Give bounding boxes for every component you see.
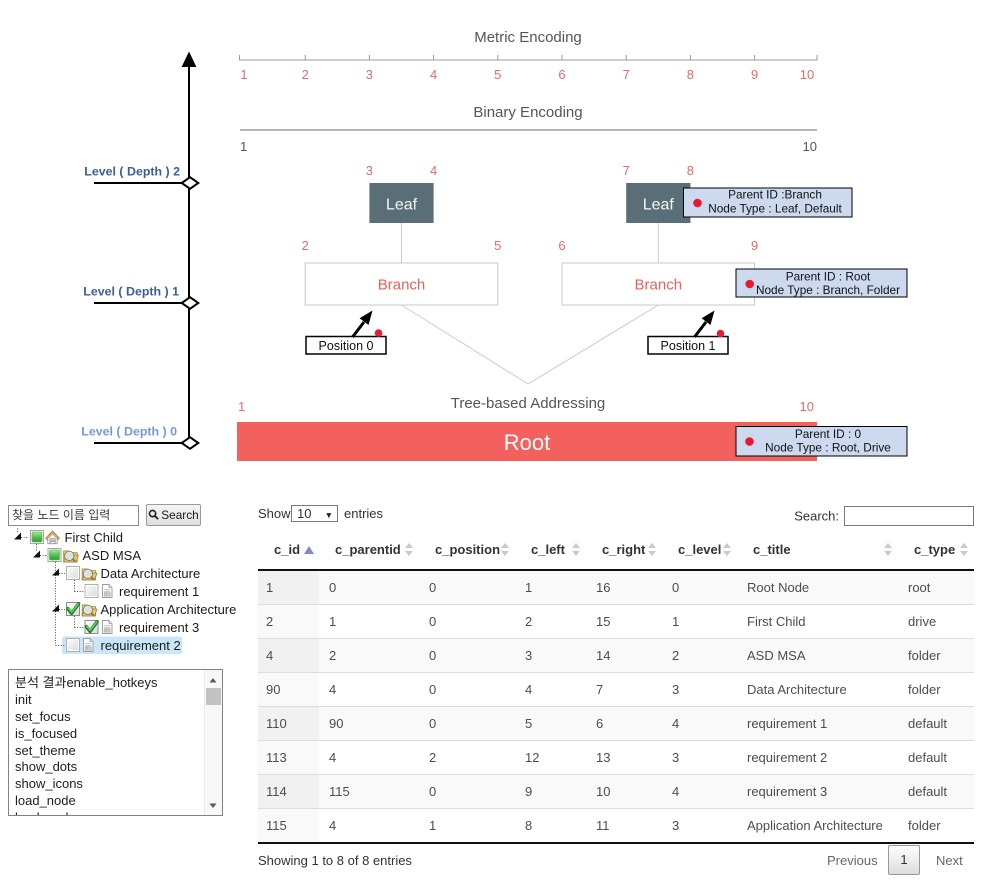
svg-text:7: 7 — [623, 67, 630, 82]
svg-text:Parent ID : 0: Parent ID : 0 — [795, 427, 862, 441]
svg-text:Branch: Branch — [378, 277, 426, 294]
svg-text:Level ( Depth ) 2: Level ( Depth ) 2 — [84, 165, 180, 179]
svg-text:6: 6 — [558, 238, 565, 253]
svg-text:9: 9 — [751, 67, 758, 82]
svg-text:1: 1 — [240, 67, 247, 82]
svg-text:3: 3 — [366, 67, 373, 82]
svg-text:5: 5 — [494, 238, 501, 253]
svg-text:Parent ID :Branch: Parent ID :Branch — [728, 188, 822, 202]
svg-text:6: 6 — [558, 67, 565, 82]
svg-text:requirement 3: requirement 3 — [119, 620, 199, 635]
svg-text:Data Architecture: Data Architecture — [101, 566, 201, 581]
svg-text:7: 7 — [623, 163, 630, 178]
svg-text:Node Type : Root, Drive: Node Type : Root, Drive — [765, 441, 891, 455]
svg-text:Binary Encoding: Binary Encoding — [473, 104, 582, 121]
svg-text:8: 8 — [687, 67, 694, 82]
svg-text:3: 3 — [366, 163, 373, 178]
svg-text:Position 0: Position 0 — [319, 339, 374, 353]
svg-text:Parent ID : Root: Parent ID : Root — [786, 270, 871, 284]
svg-text:Root: Root — [504, 430, 550, 455]
svg-text:Level ( Depth ) 0: Level ( Depth ) 0 — [81, 425, 177, 439]
svg-text:First Child: First Child — [65, 530, 124, 545]
svg-text:10: 10 — [803, 139, 817, 154]
svg-text:8: 8 — [687, 163, 694, 178]
svg-text:Node Type : Branch, Folder: Node Type : Branch, Folder — [756, 283, 900, 297]
svg-text:Leaf: Leaf — [643, 197, 675, 214]
svg-text:9: 9 — [751, 238, 758, 253]
svg-text:requirement 2: requirement 2 — [101, 638, 181, 653]
svg-text:Branch: Branch — [635, 277, 683, 294]
svg-text:Tree-based Addressing: Tree-based Addressing — [451, 395, 606, 412]
svg-text:Position 1: Position 1 — [661, 339, 716, 353]
svg-text:Metric Encoding: Metric Encoding — [474, 29, 582, 46]
svg-text:requirement 1: requirement 1 — [119, 584, 199, 599]
svg-text:5: 5 — [494, 67, 501, 82]
svg-text:2: 2 — [302, 238, 309, 253]
svg-text:ASD MSA: ASD MSA — [83, 548, 142, 563]
svg-text:10: 10 — [800, 399, 814, 414]
svg-text:2: 2 — [302, 67, 309, 82]
svg-text:Level ( Depth ) 1: Level ( Depth ) 1 — [83, 285, 179, 299]
svg-text:Node Type : Leaf, Default: Node Type : Leaf, Default — [708, 202, 842, 216]
svg-text:Leaf: Leaf — [386, 197, 418, 214]
svg-text:4: 4 — [430, 67, 437, 82]
svg-text:10: 10 — [800, 67, 814, 82]
svg-text:Application Architecture: Application Architecture — [101, 602, 237, 617]
svg-text:1: 1 — [240, 139, 247, 154]
svg-text:1: 1 — [238, 399, 245, 414]
svg-text:4: 4 — [430, 163, 437, 178]
